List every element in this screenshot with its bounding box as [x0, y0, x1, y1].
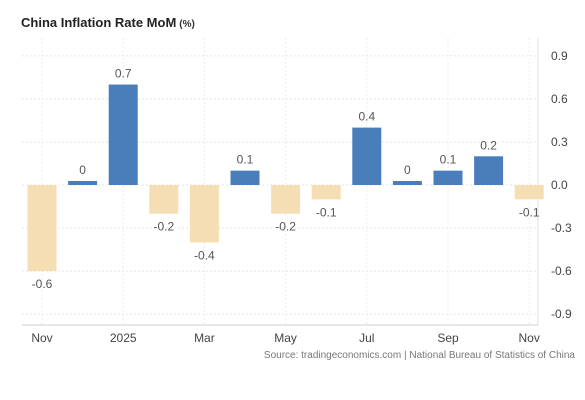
bar — [230, 170, 260, 185]
x-tick-label: 2025 — [110, 331, 137, 345]
y-tick-label: -0.3 — [551, 221, 572, 235]
x-tick-label: Jul — [359, 331, 374, 345]
bar-data-label: -0.4 — [194, 248, 215, 262]
bar-data-label: -0.1 — [519, 205, 540, 219]
bar — [149, 185, 179, 214]
bar — [474, 156, 504, 185]
bar — [392, 181, 422, 185]
bar-data-label: -0.2 — [153, 220, 174, 234]
bar — [352, 127, 382, 185]
bar-data-label: -0.2 — [275, 220, 296, 234]
y-tick-label: -0.9 — [551, 307, 572, 321]
bar-data-label: -0.6 — [32, 277, 53, 291]
x-tick-label: Nov — [31, 331, 52, 345]
bar-data-label: 0.7 — [115, 67, 132, 81]
chart-title-text: China Inflation Rate MoM — [21, 15, 177, 30]
x-tick-label: May — [274, 331, 297, 345]
x-tick-label: Nov — [519, 331, 540, 345]
y-tick-label: -0.6 — [551, 264, 572, 278]
bar — [514, 185, 544, 200]
bar — [311, 185, 341, 200]
y-tick-label: 0.0 — [551, 178, 568, 192]
y-tick-label: 0.9 — [551, 49, 568, 63]
bar — [68, 181, 98, 185]
chart-title: China Inflation Rate MoM (%) — [21, 15, 195, 30]
bar-data-label: 0 — [79, 163, 86, 177]
x-tick-label: Mar — [194, 331, 215, 345]
bar — [27, 185, 57, 272]
bar — [108, 84, 138, 185]
bar-data-label: -0.1 — [316, 205, 337, 219]
bar — [189, 185, 219, 243]
chart-unit: (%) — [179, 19, 195, 30]
y-tick-label: 0.6 — [551, 92, 568, 106]
bar — [271, 185, 301, 214]
bar-data-label: 0.1 — [237, 153, 254, 167]
y-tick-label: 0.3 — [551, 135, 568, 149]
source-note: Source: tradingeconomics.com | National … — [263, 350, 575, 361]
bar-data-label: 0.1 — [440, 153, 457, 167]
x-tick-label: Sep — [437, 331, 459, 345]
bar-data-label: 0.4 — [358, 110, 375, 124]
bar — [433, 170, 463, 185]
bar-data-label: 0 — [404, 163, 411, 177]
bar-data-label: 0.2 — [480, 138, 497, 152]
